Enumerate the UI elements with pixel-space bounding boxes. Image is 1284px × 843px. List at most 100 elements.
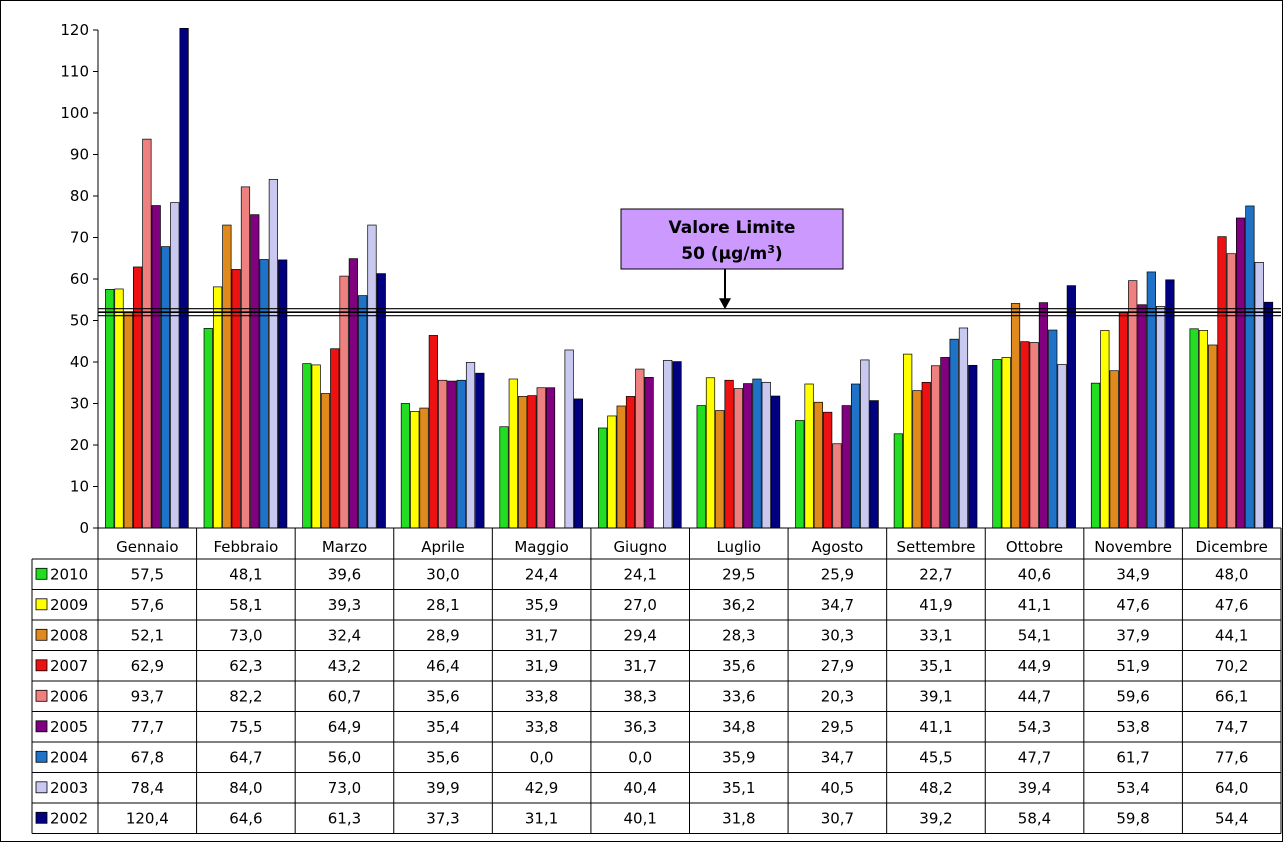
bar — [142, 138, 152, 529]
legend-label: 2005 — [50, 718, 88, 736]
data-label: 39,2 — [919, 809, 952, 827]
data-label: 30,0 — [426, 565, 459, 583]
bar — [823, 411, 833, 529]
data-label: 40,1 — [623, 809, 656, 827]
bar — [1100, 330, 1110, 529]
data-label: 70,2 — [1215, 657, 1248, 675]
annotation-value: 50 (µg/m3) — [681, 243, 782, 265]
bar — [1029, 342, 1039, 529]
bar — [508, 378, 518, 529]
x-tick-label: Maggio — [514, 538, 569, 556]
x-tick-label: Aprile — [421, 538, 465, 556]
data-label: 53,8 — [1116, 718, 1149, 736]
bar — [893, 433, 903, 529]
data-label: 31,7 — [623, 657, 656, 675]
bar — [564, 349, 574, 529]
bar — [813, 401, 823, 529]
data-label: 45,5 — [919, 748, 952, 766]
data-table: Gennaio Febbraio Marzo Aprile Maggio Giugno Lu… — [31, 527, 1282, 834]
bar — [428, 335, 438, 529]
y-axis: 0 10 20 30 40 50 60 70 80 90 100 110 120 — [60, 21, 99, 537]
data-label: 41,9 — [919, 596, 952, 614]
bar — [330, 348, 340, 529]
bar — [1254, 262, 1264, 529]
bar — [545, 387, 556, 529]
data-label: 34,8 — [722, 718, 755, 736]
data-label: 93,7 — [131, 687, 164, 705]
data-label: 53,4 — [1116, 779, 1149, 797]
data-label: 41,1 — [1018, 596, 1051, 614]
bar — [869, 400, 879, 529]
reference-line-group — [98, 308, 1281, 317]
legend-swatch — [35, 750, 48, 763]
data-label: 31,1 — [525, 809, 558, 827]
bar — [536, 387, 546, 529]
x-tick-label: Ottobre — [1006, 538, 1063, 556]
y-tick-label: 70 — [70, 229, 89, 247]
bar — [832, 443, 842, 529]
data-label: 24,1 — [623, 565, 656, 583]
legend-swatch — [35, 781, 48, 794]
data-label: 25,9 — [821, 565, 854, 583]
bar — [804, 383, 814, 529]
data-label: 28,9 — [426, 626, 459, 644]
legend-swatch — [35, 811, 48, 824]
bar — [663, 359, 673, 529]
legend-label: 2007 — [50, 657, 88, 675]
data-label: 34,7 — [821, 748, 854, 766]
x-tick-label: Dicembre — [1195, 538, 1267, 556]
data-label: 33,8 — [525, 718, 558, 736]
bar — [278, 259, 288, 529]
bar — [222, 224, 232, 529]
bar — [761, 381, 771, 529]
data-label: 0,0 — [628, 748, 652, 766]
data-label: 35,6 — [426, 748, 459, 766]
data-label: 48,2 — [919, 779, 952, 797]
bar — [1189, 328, 1199, 529]
data-label: 66,1 — [1215, 687, 1248, 705]
data-label: 37,3 — [426, 809, 459, 827]
bar — [1048, 329, 1058, 529]
data-label: 44,9 — [1018, 657, 1051, 675]
bar — [841, 405, 851, 529]
data-label: 37,9 — [1116, 626, 1149, 644]
x-tick-label: Settembre — [897, 538, 976, 556]
data-label: 73,0 — [229, 626, 262, 644]
data-label: 59,6 — [1116, 687, 1149, 705]
bar — [179, 27, 189, 529]
data-label: 36,2 — [722, 596, 755, 614]
bar — [1001, 357, 1011, 529]
data-label: 44,7 — [1018, 687, 1051, 705]
data-label: 35,4 — [426, 718, 459, 736]
data-label: 38,3 — [623, 687, 656, 705]
data-label: 27,0 — [623, 596, 656, 614]
bar — [1020, 341, 1030, 529]
bar — [607, 415, 617, 529]
data-label: 28,1 — [426, 596, 459, 614]
bar — [1208, 344, 1218, 529]
bar — [733, 388, 743, 529]
data-label: 64,7 — [229, 748, 262, 766]
data-label: 35,9 — [722, 748, 755, 766]
bar — [311, 364, 321, 529]
annotation-arrowhead-icon — [719, 298, 731, 310]
bar — [1057, 364, 1067, 529]
bar — [644, 377, 654, 529]
data-label: 58,4 — [1018, 809, 1051, 827]
data-label: 35,1 — [722, 779, 755, 797]
data-label: 0,0 — [530, 748, 554, 766]
legend-label: 2006 — [50, 687, 88, 705]
bar — [1217, 236, 1227, 529]
bar — [770, 395, 781, 529]
y-tick-label: 0 — [79, 519, 89, 537]
data-label: 24,4 — [525, 565, 558, 583]
data-label: 30,7 — [821, 809, 854, 827]
data-label: 46,4 — [426, 657, 459, 675]
data-label: 35,1 — [919, 657, 952, 675]
bar — [527, 395, 537, 529]
legend-swatch — [35, 659, 48, 672]
data-label: 48,1 — [229, 565, 262, 583]
bar — [1090, 382, 1101, 529]
bar — [992, 359, 1002, 529]
